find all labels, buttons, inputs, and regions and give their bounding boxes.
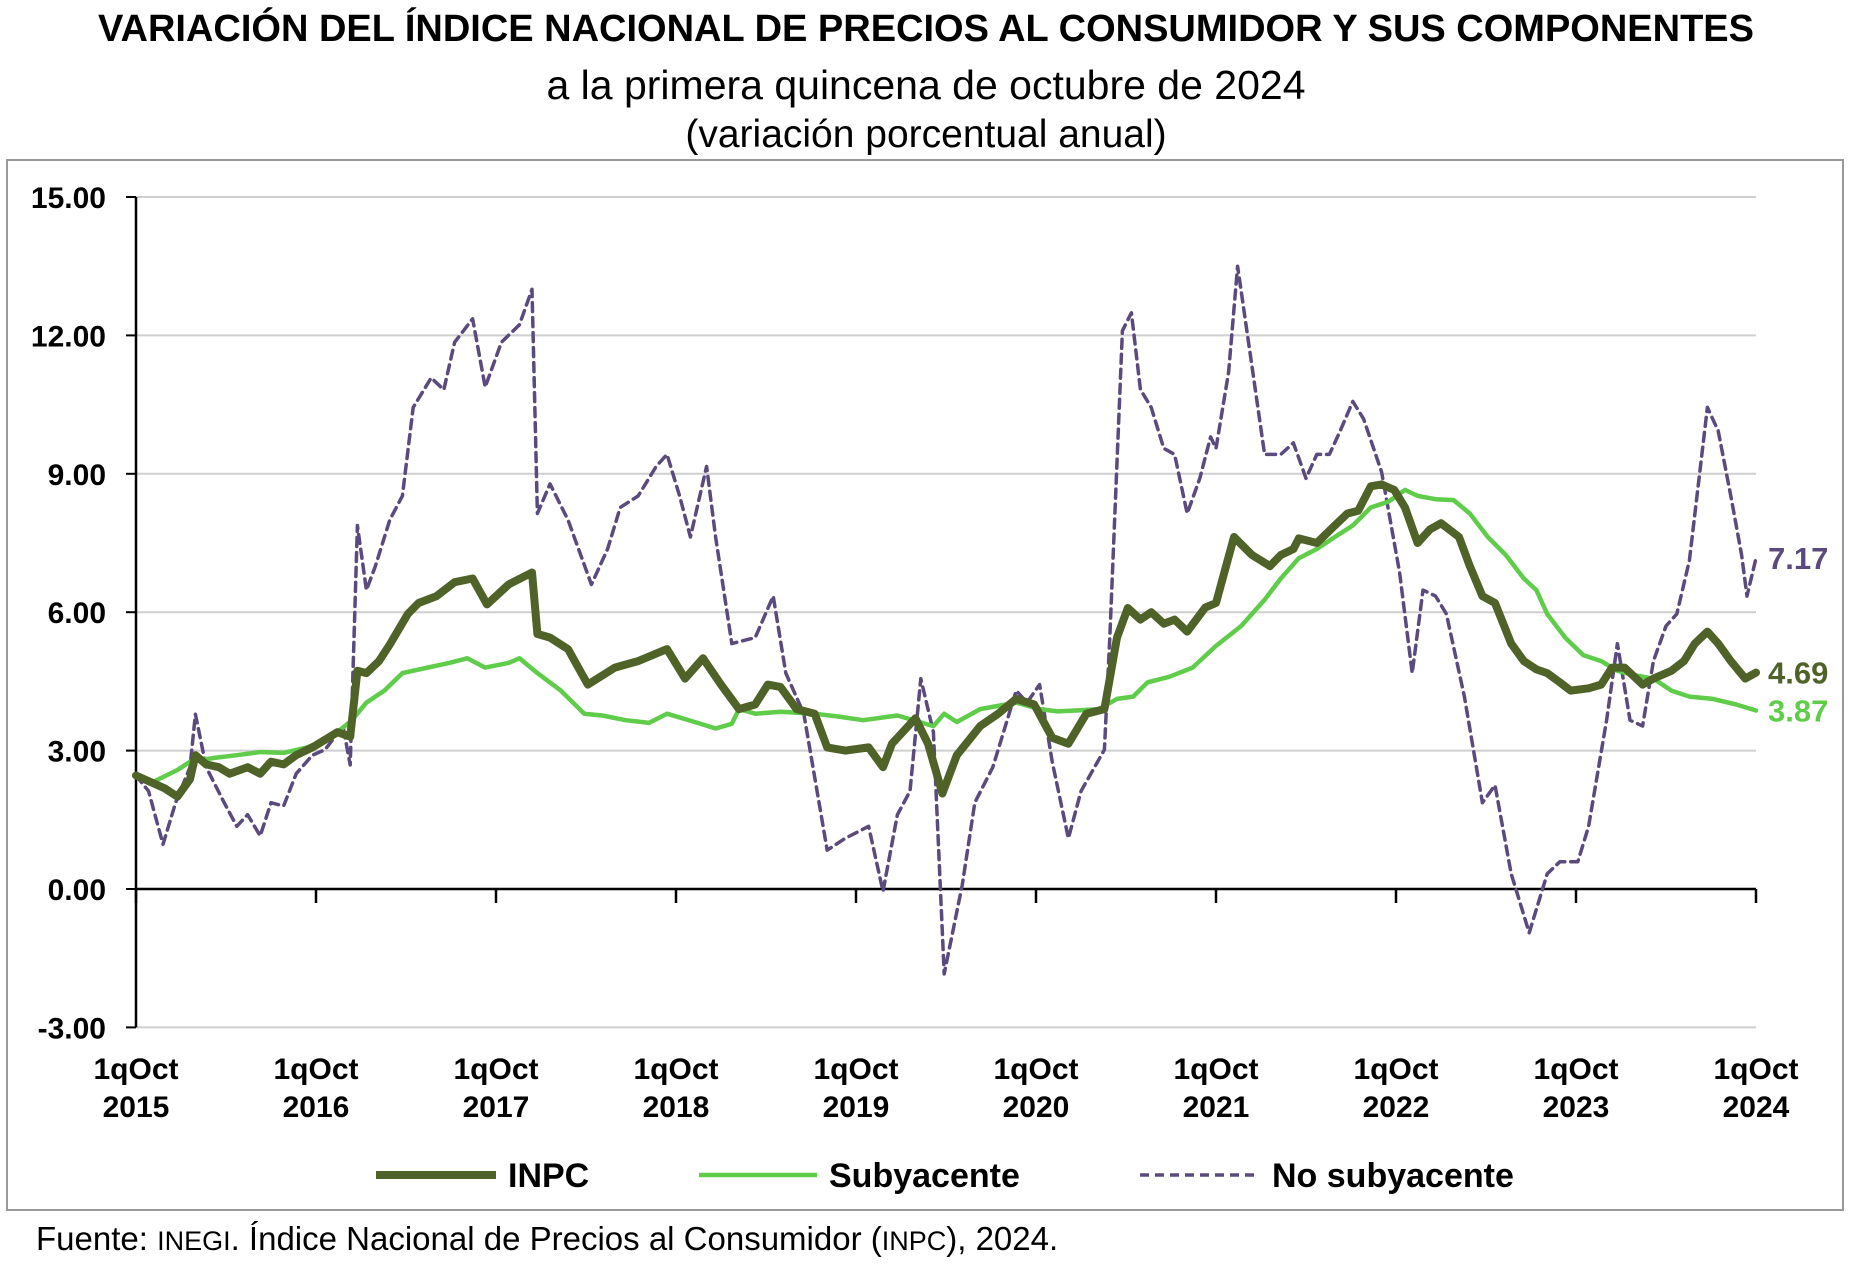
x-tick-label: 2015 — [103, 1091, 170, 1124]
source-abbr: INPC — [881, 1226, 947, 1256]
y-tick-label: 9.00 — [48, 459, 106, 492]
x-tick-label: 1qOct — [273, 1053, 358, 1086]
x-tick-label: 2022 — [1363, 1091, 1430, 1124]
y-tick-label: 0.00 — [48, 874, 106, 907]
x-tick-label: 1qOct — [993, 1053, 1078, 1086]
source-prefix: Fuente: — [36, 1220, 158, 1257]
x-tick-label: 1qOct — [1713, 1053, 1798, 1086]
x-tick-label: 1qOct — [93, 1053, 178, 1086]
x-tick-label: 2019 — [823, 1091, 890, 1124]
y-tick-label: 15.00 — [31, 182, 106, 215]
y-tick-label: 3.00 — [48, 736, 106, 769]
end-value-label: 7.17 — [1768, 541, 1828, 576]
series-line-inpc — [132, 480, 1760, 801]
x-tick-label: 1qOct — [1353, 1053, 1438, 1086]
y-tick-label: 6.00 — [48, 597, 106, 630]
chart-subtitle: a la primera quincena de octubre de 2024 — [546, 62, 1306, 108]
x-tick-label: 2020 — [1003, 1091, 1070, 1124]
chart-frame — [6, 159, 1844, 1211]
x-tick-label: 2023 — [1543, 1091, 1610, 1124]
x-tick-label: 1qOct — [1533, 1053, 1618, 1086]
x-tick-label: 1qOct — [1173, 1053, 1258, 1086]
series-line-no-subyacente — [134, 264, 1758, 976]
end-value-label: 3.87 — [1768, 693, 1828, 728]
source-mid: . Índice Nacional de Precios al Consumid… — [230, 1220, 882, 1257]
legend-label: INPC — [508, 1157, 589, 1195]
chart-units: (variación porcentual anual) — [685, 113, 1167, 156]
x-tick-label: 1qOct — [633, 1053, 718, 1086]
source-note: Fuente: INEGI. Índice Nacional de Precio… — [36, 1220, 1058, 1258]
x-tick-label: 2024 — [1723, 1091, 1790, 1124]
x-tick-label: 1qOct — [453, 1053, 538, 1086]
legend-label: Subyacente — [829, 1157, 1020, 1195]
source-suffix: ), 2024. — [946, 1220, 1059, 1257]
legend-label: No subyacente — [1272, 1157, 1514, 1195]
x-tick-label: 2016 — [283, 1091, 350, 1124]
y-tick-label: -3.00 — [38, 1012, 106, 1045]
x-tick-label: 2018 — [643, 1091, 710, 1124]
x-tick-label: 2017 — [463, 1091, 530, 1124]
end-value-label: 4.69 — [1768, 656, 1828, 691]
source-org: INEGI — [157, 1226, 231, 1256]
series-line-subyacente — [133, 487, 1759, 784]
y-tick-label: 12.00 — [31, 320, 106, 353]
x-tick-label: 2021 — [1183, 1091, 1250, 1124]
chart-title: VARIACIÓN DEL ÍNDICE NACIONAL DE PRECIOS… — [97, 8, 1754, 50]
x-tick-label: 1qOct — [813, 1053, 898, 1086]
